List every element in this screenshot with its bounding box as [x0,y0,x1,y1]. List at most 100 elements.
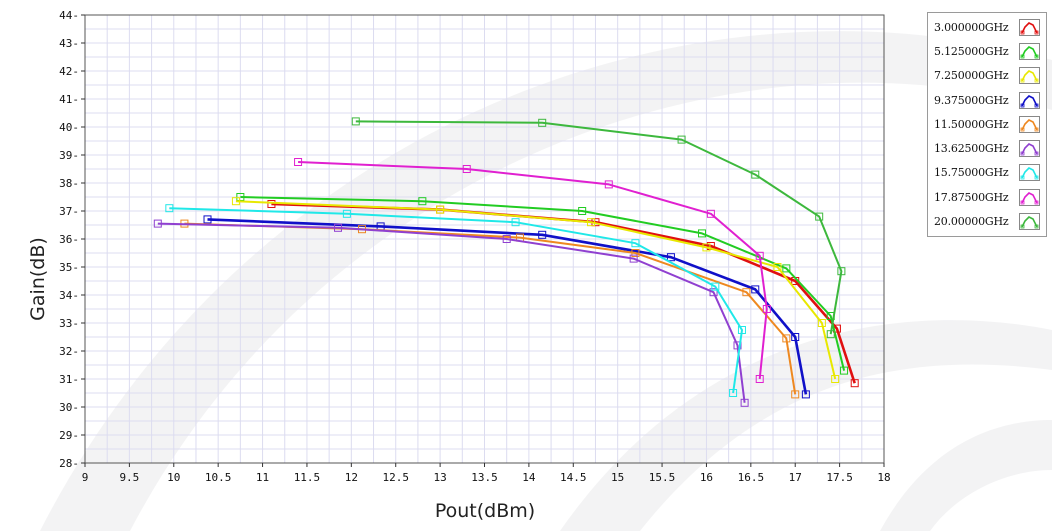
y-tick-label: 35- [59,261,79,274]
data-point-marker [231,197,240,206]
data-point-marker [782,264,791,273]
series-5.125000GHz [236,193,849,375]
y-tick-label: 32- [59,345,79,358]
y-axis-ticks: 28- 29- 30- 31- 32- 33- 34- 35- 36- 37- 38- 39- 40- 4… [59,9,85,470]
y-tick-label: 42- [59,65,79,78]
data-point-marker [677,135,686,144]
x-tick-label: 16 [700,471,713,484]
data-point-marker [755,375,764,383]
legend-item: 20.00000GHz [928,209,1046,233]
data-point-marker [538,118,547,127]
data-point-marker [153,219,162,228]
legend-swatch [1019,140,1040,158]
legend-item: 17.87500GHz [928,185,1046,209]
legend-swatch [1019,213,1040,231]
x-tick-label: 18 [877,471,890,484]
y-tick-label: 39- [59,149,79,162]
data-point-marker [751,285,760,294]
series-line [169,207,743,394]
data-point-marker [631,239,640,248]
data-point-marker [334,223,343,232]
data-point-marker [826,330,835,339]
data-point-marker [762,305,771,313]
x-axis-ticks: 9 9.5 10 10.5 11 11.5 12 12.5 13 13.5 14 14.5 15 15.5… [82,463,891,484]
data-point-marker [840,366,849,375]
y-tick-label: 31- [59,373,79,386]
x-tick-label: 17.5 [826,471,853,484]
y-tick-label: 30- [59,401,79,414]
x-tick-label: 10.5 [205,471,232,484]
y-tick-label: 44- [59,9,79,22]
series-line [298,161,768,380]
data-point-marker [815,212,824,221]
data-point-marker [831,375,840,383]
data-point-marker [418,197,427,206]
x-tick-label: 12 [345,471,358,484]
x-tick-label: 12.5 [382,471,409,484]
legend-item: 9.375000GHz [928,88,1046,112]
legend-swatch [1019,188,1040,206]
x-tick-label: 15.5 [649,471,676,484]
series-lines [153,117,859,407]
series-line [240,196,846,371]
series-line [207,218,808,395]
series-line [157,222,746,403]
data-point-marker [462,165,471,173]
data-point-marker [782,334,791,343]
x-tick-label: 11.5 [294,471,321,484]
series-17.87500GHz [294,158,771,383]
legend-item: 3.000000GHz [928,15,1046,39]
x-tick-label: 13.5 [471,471,498,484]
legend-label: 15.75000GHz [934,166,1009,180]
legend-label: 17.87500GHz [934,190,1009,204]
y-axis-label: Gain(dB) [27,237,49,321]
series-15.75000GHz [165,204,746,397]
legend-item: 13.62500GHz [928,136,1046,160]
legend-label: 20.00000GHz [934,215,1009,229]
data-point-marker [850,379,859,388]
legend-label: 13.62500GHz [934,142,1009,156]
grid [84,14,885,464]
y-tick-label: 28- [59,457,79,470]
x-axis-label: Pout(dBm) [434,500,536,522]
y-tick-label: 43- [59,37,79,50]
data-point-marker [711,282,720,291]
x-tick-label: 14 [522,471,536,484]
legend-swatch [1019,164,1040,182]
series-13.62500GHz [153,219,749,407]
x-tick-label: 10 [167,471,180,484]
series-line [235,200,837,380]
legend-swatch [1019,67,1040,85]
data-point-marker [740,398,749,407]
legend-item: 5.125000GHz [928,39,1046,63]
data-point-marker [733,341,742,350]
data-point-marker [578,207,587,215]
legend-label: 3.000000GHz [934,20,1009,34]
x-tick-label: 9 [82,471,89,484]
legend-label: 5.125000GHz [934,44,1009,58]
legend-swatch [1019,18,1040,36]
data-point-marker [755,251,764,260]
legend-swatch [1019,115,1040,133]
x-tick-label: 13 [433,471,446,484]
series-line [355,120,843,335]
x-tick-label: 17 [789,471,802,484]
data-point-marker [342,209,351,218]
y-tick-label: 37- [59,205,79,218]
data-point-marker [837,267,846,276]
y-tick-label: 40- [59,121,79,134]
data-point-marker [502,235,511,243]
y-tick-label: 41- [59,93,79,106]
data-point-marker [817,319,826,327]
data-point-marker [203,215,212,224]
data-point-marker [511,218,520,227]
legend-swatch [1019,42,1040,60]
data-point-marker [706,209,715,218]
legend-item: 11.50000GHz [928,112,1046,136]
data-point-marker [729,389,738,397]
data-point-marker [666,253,675,262]
x-tick-label: 15 [611,471,624,484]
legend-label: 9.375000GHz [934,93,1009,107]
x-tick-label: 11 [256,471,269,484]
